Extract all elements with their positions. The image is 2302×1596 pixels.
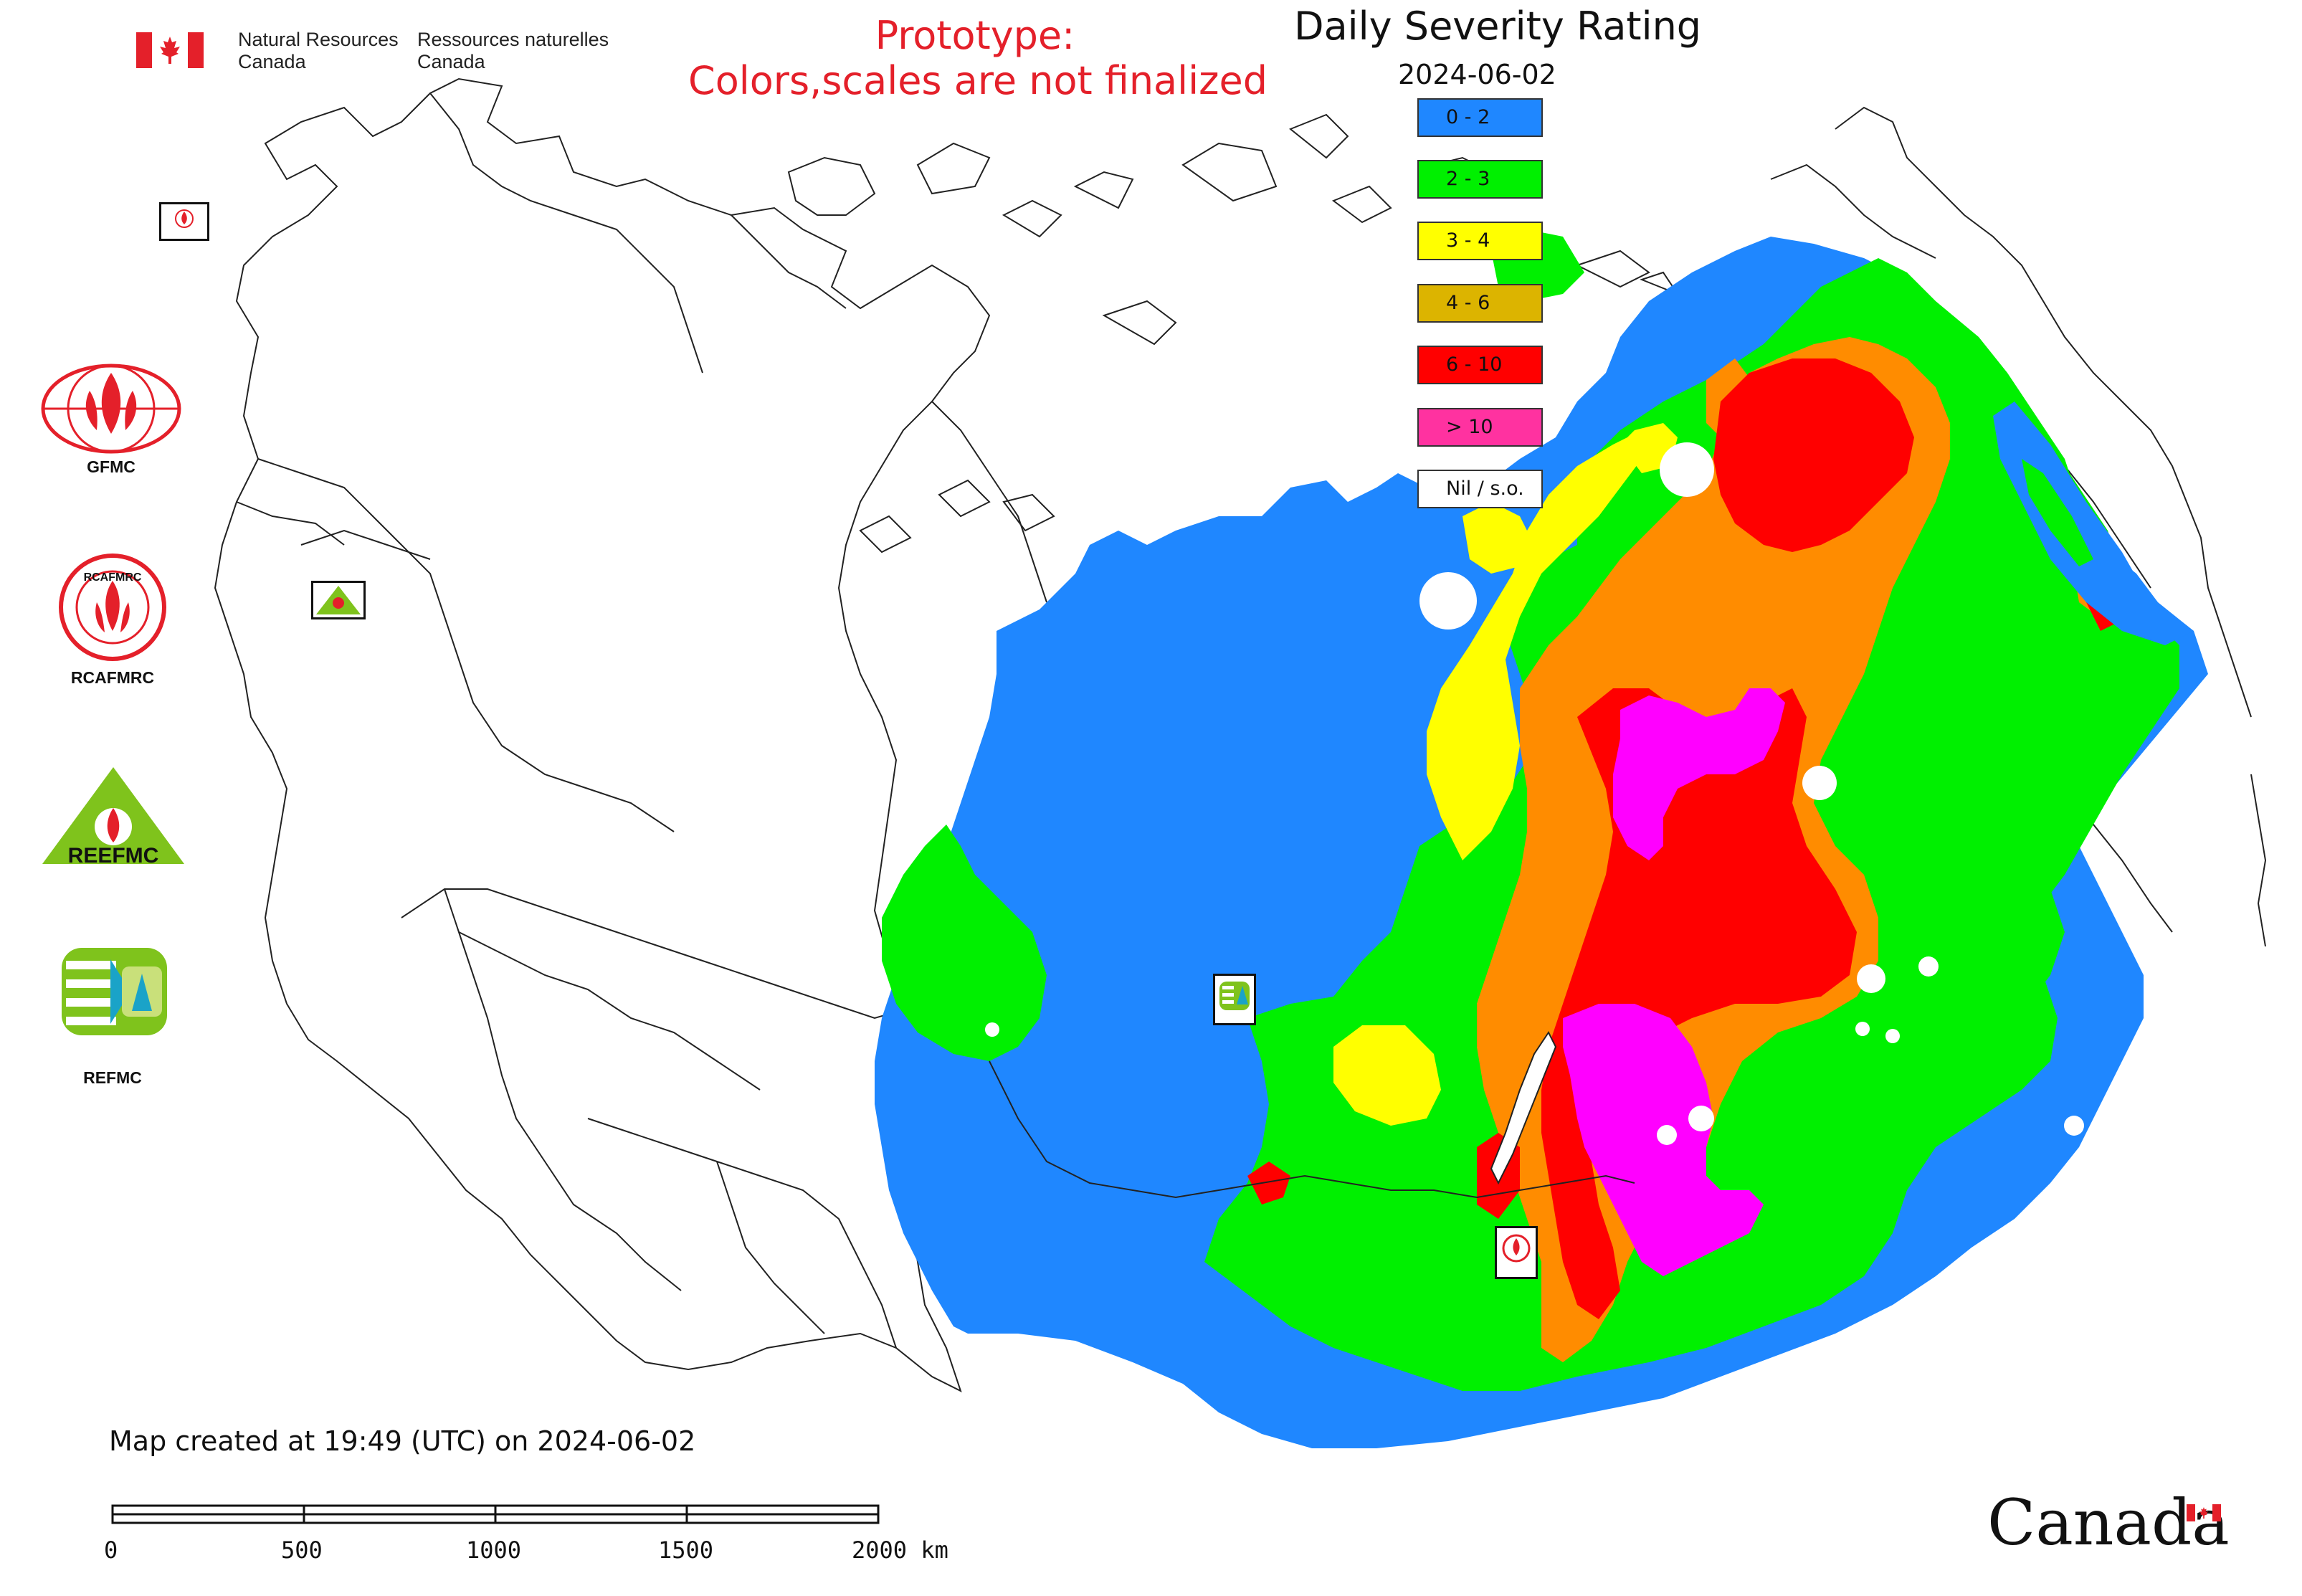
raster-class-3-4 bbox=[1427, 430, 1663, 860]
flag-red-left bbox=[136, 32, 152, 68]
rcafmrc-logo: RCAFMRC bbox=[57, 552, 168, 663]
lake-baikal bbox=[1490, 1031, 1557, 1185]
legend-item-gt-10: > 10 bbox=[1417, 408, 1543, 447]
scale-tick-0: 0 bbox=[104, 1536, 118, 1564]
wordmark-flag-right bbox=[2212, 1504, 2221, 1521]
nrcan-logo bbox=[136, 32, 208, 68]
legend-item-nil: Nil / s.o. bbox=[1417, 470, 1543, 508]
raster-peninsula bbox=[1993, 402, 2194, 645]
map-date: 2024-06-02 bbox=[1398, 59, 1556, 90]
prototype-line2: Colors,scales are not finalized bbox=[688, 58, 1267, 103]
gfmc-map-marker bbox=[159, 202, 209, 241]
refmc-map-marker bbox=[1213, 974, 1256, 1025]
svg-text:RCAFMRC: RCAFMRC bbox=[84, 571, 142, 584]
wordmark-flag-left bbox=[2187, 1504, 2195, 1521]
legend-item-2-3: 2 - 3 bbox=[1417, 160, 1543, 199]
svg-text:REEFMC: REEFMC bbox=[68, 844, 159, 868]
scale-bar bbox=[111, 1504, 880, 1524]
rcafmrc-label: RCAFMRC bbox=[70, 668, 155, 687]
legend-item-0-2: 0 - 2 bbox=[1417, 98, 1543, 137]
legend-item-4-6: 4 - 6 bbox=[1417, 284, 1543, 323]
wordmark-flag-leaf-icon bbox=[2198, 1507, 2210, 1519]
refmc-logo bbox=[59, 945, 170, 1038]
reefmc-logo: REEFMC bbox=[37, 764, 189, 871]
scale-tick-1000: 1000 bbox=[466, 1536, 522, 1564]
scale-tick-1500: 1500 bbox=[658, 1536, 714, 1564]
legend-item-3-4: 3 - 4 bbox=[1417, 222, 1543, 260]
raster-class-6-10 bbox=[1541, 688, 1857, 1319]
agency-name-en: Natural Resources Canada bbox=[238, 29, 399, 72]
raster-class-2-3 bbox=[882, 825, 1047, 1061]
maple-leaf-icon bbox=[159, 37, 181, 64]
nil-area bbox=[1660, 442, 1714, 497]
prototype-line1: Prototype: bbox=[875, 13, 1075, 58]
scale-tick-2000: 2000 km bbox=[852, 1536, 948, 1564]
map-created-timestamp: Map created at 19:49 (UTC) on 2024-06-02 bbox=[109, 1425, 696, 1457]
canada-wordmark: Canada bbox=[1987, 1486, 2230, 1559]
country-boundaries bbox=[214, 77, 1680, 1392]
raster-class-gt-10 bbox=[1613, 688, 1785, 860]
scale-tick-500: 500 bbox=[281, 1536, 323, 1564]
gfmc-logo bbox=[39, 362, 183, 455]
reefmc-map-marker bbox=[311, 581, 366, 619]
legend-item-6-10: 6 - 10 bbox=[1417, 346, 1543, 384]
flag-red-right bbox=[188, 32, 204, 68]
national-border bbox=[989, 1060, 1635, 1199]
map-title: Daily Severity Rating bbox=[1294, 4, 1702, 49]
gfmc-label: GFMC bbox=[87, 457, 135, 476]
canada-wordmark-flag bbox=[2187, 1504, 2221, 1521]
refmc-label: REFMC bbox=[83, 1068, 142, 1087]
agency-name-fr: Ressources naturelles Canada bbox=[417, 29, 609, 72]
prototype-notice: Prototype: Colors,scales are not finaliz… bbox=[688, 13, 1267, 103]
rcafmrc-map-marker bbox=[1495, 1226, 1538, 1279]
